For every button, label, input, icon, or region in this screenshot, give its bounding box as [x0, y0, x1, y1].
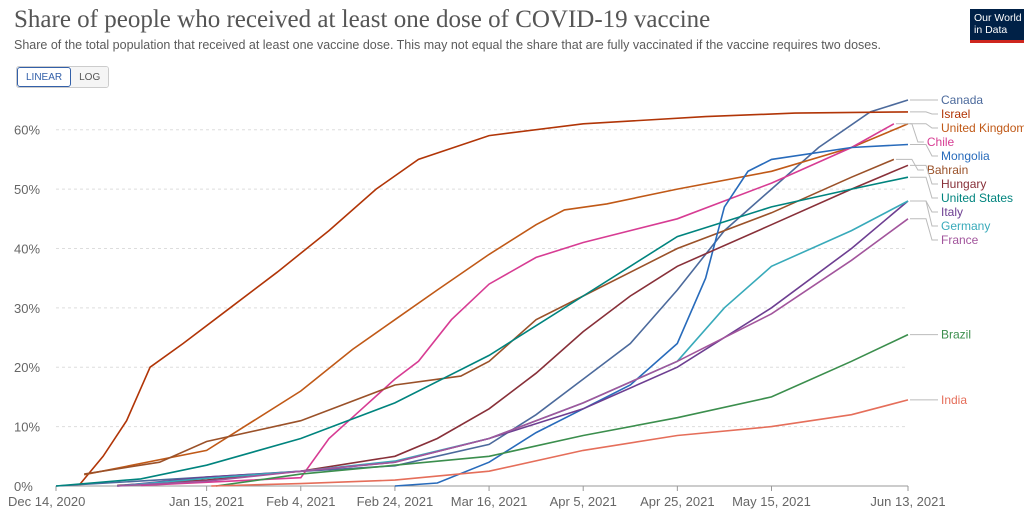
series-label[interactable]: Italy	[941, 205, 963, 219]
series-line-israel[interactable]	[78, 111, 909, 486]
page-subtitle: Share of the total population that recei…	[14, 38, 881, 52]
label-connector	[910, 111, 938, 115]
y-tick-label: 40%	[14, 241, 40, 256]
series-line-united-kingdom[interactable]	[84, 123, 909, 476]
series-label[interactable]: United States	[941, 191, 1013, 205]
series-label[interactable]: France	[941, 233, 979, 247]
series-label[interactable]: India	[941, 393, 967, 407]
series-line-brazil[interactable]	[215, 333, 909, 487]
series-line-italy[interactable]	[117, 200, 909, 487]
label-connector	[910, 200, 938, 213]
x-tick-label: Jan 15, 2021	[169, 494, 244, 509]
x-tick-label: Mar 16, 2021	[451, 494, 528, 509]
logo-line-1: Our World	[974, 12, 1022, 24]
logo-line-2: in Data	[974, 24, 1008, 36]
linear-scale-button[interactable]: LINEAR	[17, 67, 72, 87]
label-connector	[910, 164, 938, 185]
series-line-chile[interactable]	[140, 123, 895, 487]
y-tick-label: 30%	[14, 301, 40, 316]
x-tick-label: Feb 4, 2021	[266, 494, 335, 509]
series-label[interactable]: Bahrain	[927, 163, 968, 177]
series-label[interactable]: Chile	[927, 135, 955, 149]
label-connector	[910, 176, 938, 199]
scale-toggle: LINEAR LOG	[16, 66, 110, 88]
label-connector	[910, 144, 938, 157]
label-connector	[895, 123, 924, 143]
x-tick-label: Apr 5, 2021	[550, 494, 617, 509]
x-tick-label: May 15, 2021	[732, 494, 811, 509]
series-label[interactable]: Mongolia	[941, 149, 990, 163]
series-line-france[interactable]	[117, 218, 909, 487]
series-label[interactable]: Germany	[941, 219, 990, 233]
series-line-hungary[interactable]	[117, 164, 909, 487]
x-axis: Dec 14, 2020 Jan 15, 2021 Feb 4, 2021 Feb 2…	[8, 486, 946, 509]
series-line-germany[interactable]	[117, 200, 909, 487]
series-label[interactable]: Hungary	[941, 177, 986, 191]
series-line-united-states[interactable]	[55, 176, 909, 487]
y-tick-label: 50%	[14, 182, 40, 197]
y-tick-label: 20%	[14, 360, 40, 375]
label-connector	[895, 158, 924, 171]
y-tick-label: 10%	[14, 420, 40, 435]
series-label[interactable]: Brazil	[941, 328, 971, 342]
series-line-mongolia[interactable]	[394, 143, 909, 487]
y-tick-label: 60%	[14, 123, 40, 138]
x-tick-label: Feb 24, 2021	[357, 494, 434, 509]
series-label[interactable]: Canada	[941, 93, 983, 107]
series-lines	[55, 99, 909, 487]
y-tick-label: 0%	[14, 479, 33, 494]
x-tick-label: Apr 25, 2021	[640, 494, 714, 509]
series-label[interactable]: Israel	[941, 107, 970, 121]
page-title: Share of people who received at least on…	[14, 6, 711, 33]
label-connector	[910, 200, 938, 227]
x-tick-label: Jun 13, 2021	[870, 494, 945, 509]
y-axis: 0% 10% 20% 30% 40% 50% 60%	[14, 123, 40, 494]
series-line-india[interactable]	[211, 399, 909, 487]
logo-accent-bar	[970, 40, 1024, 43]
series-line-bahrain[interactable]	[84, 158, 895, 475]
series-label[interactable]: United Kingdom	[941, 121, 1024, 135]
label-connector	[910, 123, 938, 129]
log-scale-button[interactable]: LOG	[71, 67, 109, 87]
x-tick-label: Dec 14, 2020	[8, 494, 85, 509]
owid-logo[interactable]: Our World in Data	[970, 9, 1024, 43]
label-connector	[910, 218, 938, 241]
